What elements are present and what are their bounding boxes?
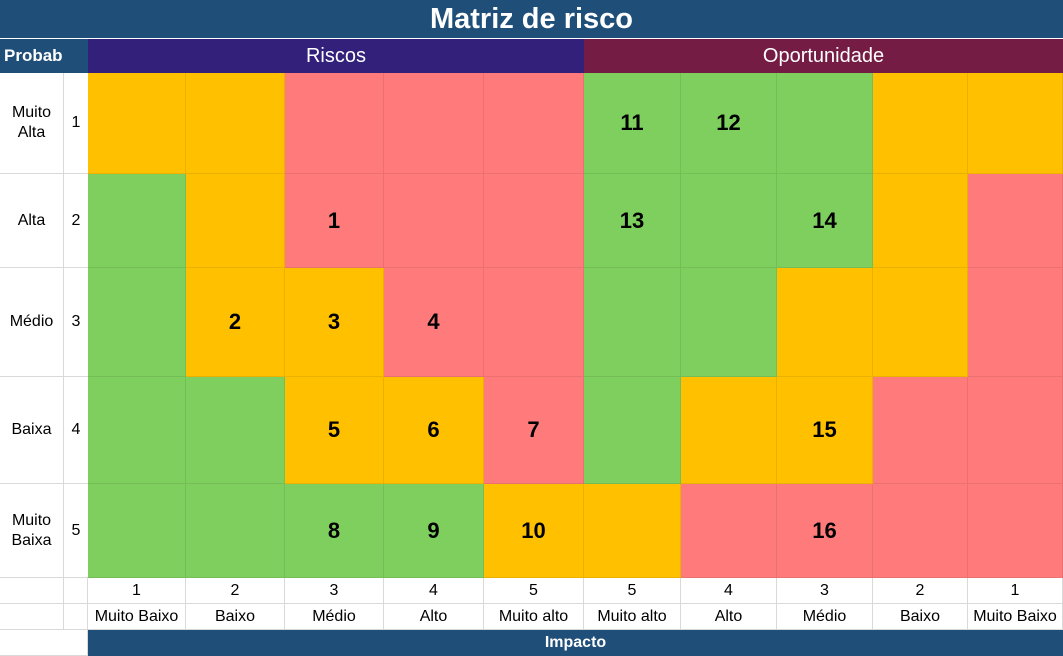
blank-cell[interactable]	[64, 578, 88, 604]
matrix-cell[interactable]	[584, 484, 681, 578]
impact-label[interactable]: Muito Baixo	[88, 604, 186, 630]
matrix-cell[interactable]	[186, 484, 285, 578]
impact-footer[interactable]: Impacto	[88, 630, 1063, 656]
impact-score[interactable]: 1	[968, 578, 1063, 604]
matrix-cell[interactable]: 12	[681, 73, 777, 174]
blank-cell[interactable]	[0, 578, 64, 604]
matrix-cell[interactable]: 6	[384, 377, 484, 484]
probability-label[interactable]: Alta	[0, 174, 64, 268]
matrix-cell[interactable]	[873, 174, 968, 268]
matrix-cell[interactable]: 9	[384, 484, 484, 578]
impact-score[interactable]: 4	[681, 578, 777, 604]
matrix-cell[interactable]	[968, 174, 1063, 268]
impact-score[interactable]: 2	[873, 578, 968, 604]
matrix-cell[interactable]	[777, 268, 873, 377]
blank-cell[interactable]	[64, 604, 88, 630]
matrix-cell[interactable]: 8	[285, 484, 384, 578]
matrix-cell[interactable]	[681, 174, 777, 268]
matrix-cell[interactable]: 4	[384, 268, 484, 377]
probability-label[interactable]: Baixa	[0, 377, 64, 484]
matrix-cell[interactable]: 11	[584, 73, 681, 174]
matrix-cell[interactable]	[968, 268, 1063, 377]
matrix-cell[interactable]: 10	[484, 484, 584, 578]
matrix-cell[interactable]: 14	[777, 174, 873, 268]
matrix-cell[interactable]: 2	[186, 268, 285, 377]
matrix-cell[interactable]	[384, 73, 484, 174]
matrix-cell[interactable]	[968, 484, 1063, 578]
matrix-cell[interactable]	[681, 377, 777, 484]
matrix-cell[interactable]: 1	[285, 174, 384, 268]
probability-label[interactable]: Muito Alta	[0, 73, 64, 174]
matrix-cell[interactable]	[873, 484, 968, 578]
probability-number[interactable]: 1	[64, 73, 88, 174]
matrix-cell[interactable]	[186, 377, 285, 484]
matrix-cell[interactable]: 15	[777, 377, 873, 484]
matrix-cell[interactable]	[873, 268, 968, 377]
impact-score[interactable]: 4	[384, 578, 484, 604]
matrix-cell[interactable]	[384, 174, 484, 268]
matrix-cell[interactable]	[873, 377, 968, 484]
probability-number[interactable]: 3	[64, 268, 88, 377]
probability-label[interactable]: Médio	[0, 268, 64, 377]
matrix-cell[interactable]	[186, 73, 285, 174]
matrix-cell[interactable]: 7	[484, 377, 584, 484]
impact-score[interactable]: 1	[88, 578, 186, 604]
matrix-cell[interactable]	[873, 73, 968, 174]
matrix-cell[interactable]	[88, 174, 186, 268]
opportunity-header[interactable]: Oportunidade	[584, 39, 1063, 73]
impact-score[interactable]: 2	[186, 578, 285, 604]
matrix-cell[interactable]	[968, 377, 1063, 484]
impact-score[interactable]: 5	[484, 578, 584, 604]
matrix-cell[interactable]	[484, 268, 584, 377]
matrix-cell[interactable]	[484, 73, 584, 174]
impact-score[interactable]: 5	[584, 578, 681, 604]
matrix-cell[interactable]	[285, 73, 384, 174]
probability-number[interactable]: 4	[64, 377, 88, 484]
impact-label[interactable]: Alto	[681, 604, 777, 630]
matrix-cell[interactable]: 5	[285, 377, 384, 484]
matrix-cell[interactable]	[681, 268, 777, 377]
impact-label[interactable]: Médio	[285, 604, 384, 630]
blank-cell[interactable]	[0, 630, 88, 656]
matrix-cell[interactable]	[777, 73, 873, 174]
matrix-cell[interactable]	[88, 268, 186, 377]
impact-score[interactable]: 3	[285, 578, 384, 604]
impact-label[interactable]: Muito Baixo	[968, 604, 1063, 630]
impact-label[interactable]: Médio	[777, 604, 873, 630]
matrix-cell[interactable]: 3	[285, 268, 384, 377]
risks-header[interactable]: Riscos	[88, 39, 584, 73]
matrix-cell[interactable]	[968, 73, 1063, 174]
matrix-cell[interactable]	[88, 377, 186, 484]
impact-label[interactable]: Muito alto	[584, 604, 681, 630]
matrix-cell[interactable]	[88, 484, 186, 578]
matrix-cell[interactable]	[681, 484, 777, 578]
impact-score[interactable]: 3	[777, 578, 873, 604]
probability-number[interactable]: 2	[64, 174, 88, 268]
matrix-cell[interactable]	[88, 73, 186, 174]
matrix-cell[interactable]: 13	[584, 174, 681, 268]
blank-cell[interactable]	[0, 604, 64, 630]
matrix-cell[interactable]	[584, 377, 681, 484]
impact-label[interactable]: Alto	[384, 604, 484, 630]
impact-label[interactable]: Baixo	[186, 604, 285, 630]
matrix-cell[interactable]	[484, 174, 584, 268]
impact-label[interactable]: Baixo	[873, 604, 968, 630]
matrix-cell[interactable]: 16	[777, 484, 873, 578]
probability-header[interactable]: Probab	[0, 39, 88, 73]
matrix-cell[interactable]	[584, 268, 681, 377]
probability-number[interactable]: 5	[64, 484, 88, 578]
impact-label[interactable]: Muito alto	[484, 604, 584, 630]
sheet-title: Matriz de risco	[0, 0, 1063, 39]
probability-label[interactable]: Muito Baixa	[0, 484, 64, 578]
matrix-cell[interactable]	[186, 174, 285, 268]
